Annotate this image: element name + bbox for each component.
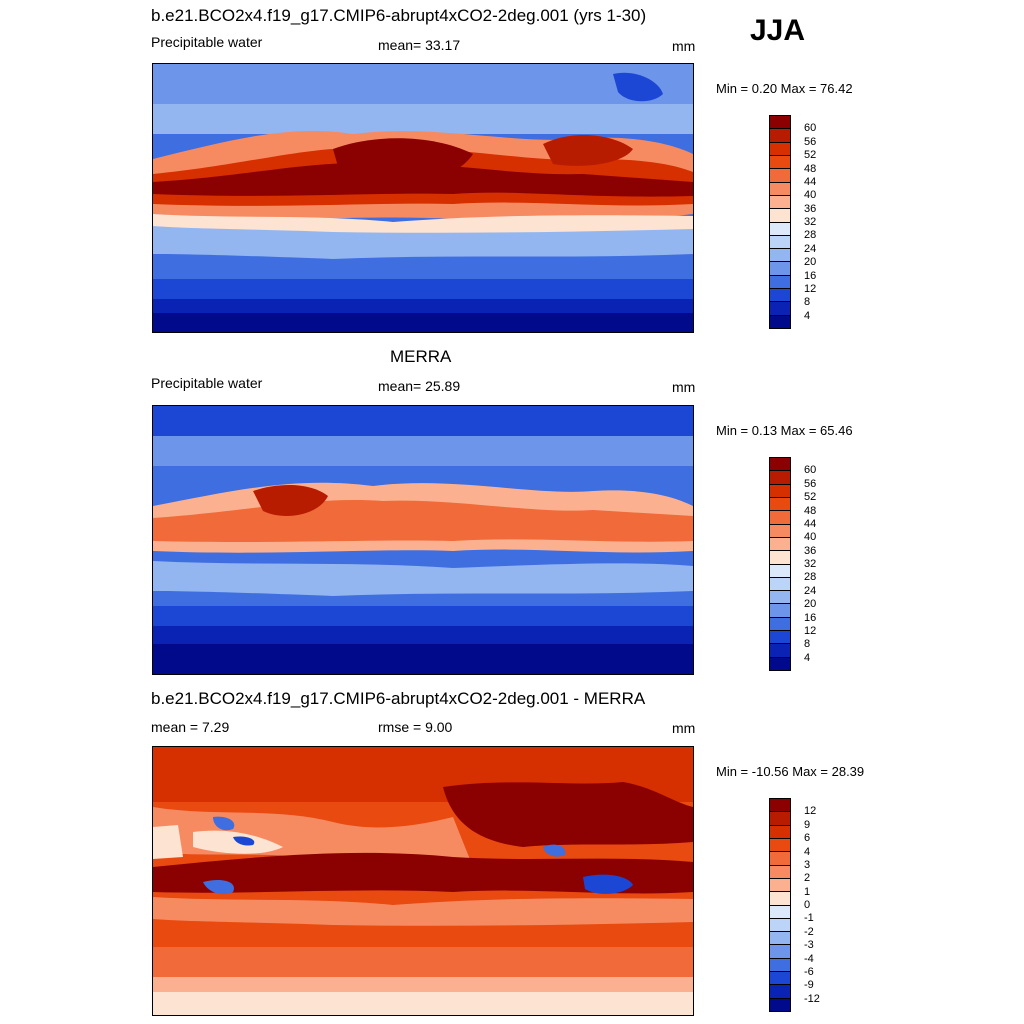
tick-label: 40 bbox=[804, 531, 817, 544]
tick-label: 44 bbox=[804, 517, 817, 530]
tick-label: 28 bbox=[804, 571, 817, 584]
tick-label: 0 bbox=[804, 899, 811, 911]
panel-diff-mean: mean = 7.29 bbox=[151, 719, 230, 735]
tick-label: 12 bbox=[804, 282, 817, 295]
panel-diff-rmse: rmse = 9.00 bbox=[378, 719, 453, 735]
tick-label: 8 bbox=[804, 296, 811, 309]
panel-obs-colorbar bbox=[769, 457, 791, 671]
tick-label: 24 bbox=[804, 584, 817, 597]
tick-label: 28 bbox=[804, 229, 817, 242]
tick-label: 48 bbox=[804, 162, 817, 175]
tick-label: 4 bbox=[804, 309, 811, 322]
panel-diff-map bbox=[152, 746, 694, 1016]
panel-model-mean: mean= 33.17 bbox=[378, 37, 461, 53]
season-label: JJA bbox=[750, 14, 806, 47]
tick-label: 36 bbox=[804, 544, 817, 557]
tick-label: 56 bbox=[804, 477, 817, 490]
tick-label: 20 bbox=[804, 598, 817, 611]
tick-label: -9 bbox=[804, 979, 814, 992]
tick-label: 40 bbox=[804, 189, 817, 202]
tick-label: 36 bbox=[804, 202, 817, 215]
tick-label: -6 bbox=[804, 965, 814, 978]
panel-obs-units: mm bbox=[672, 379, 696, 395]
panel-model-units: mm bbox=[672, 38, 696, 54]
tick-label: 9 bbox=[804, 818, 811, 831]
tick-label: 20 bbox=[804, 256, 817, 269]
tick-label: 32 bbox=[804, 216, 817, 228]
panel-obs-colorbar-ticks: 60 56 52 48 44 40 36 32 28 24 20 16 12 8… bbox=[800, 457, 840, 671]
tick-label: 32 bbox=[804, 558, 817, 570]
panel-model-variable: Precipitable water bbox=[151, 34, 263, 50]
tick-label: -12 bbox=[804, 992, 820, 1005]
tick-label: 2 bbox=[804, 872, 811, 885]
tick-label: 8 bbox=[804, 638, 811, 651]
panel-obs-variable: Precipitable water bbox=[151, 375, 263, 391]
tick-label: 52 bbox=[804, 149, 817, 162]
tick-label: -2 bbox=[804, 925, 814, 938]
tick-label: -4 bbox=[804, 952, 814, 965]
tick-label: 60 bbox=[804, 122, 817, 135]
panel-diff-units: mm bbox=[672, 720, 696, 736]
tick-label: 1 bbox=[804, 885, 811, 898]
panel-diff-colorbar bbox=[769, 798, 791, 1012]
tick-label: 44 bbox=[804, 175, 817, 188]
tick-label: 56 bbox=[804, 135, 817, 148]
panel-diff-title: b.e21.BCO2x4.f19_g17.CMIP6-abrupt4xCO2-2… bbox=[151, 689, 646, 708]
tick-label: -1 bbox=[804, 912, 814, 925]
obs-field bbox=[153, 406, 693, 674]
tick-label: 16 bbox=[804, 269, 817, 282]
tick-label: 3 bbox=[804, 858, 811, 871]
panel-obs-map bbox=[152, 405, 694, 675]
panel-obs-minmax: Min = 0.13 Max = 65.46 bbox=[716, 423, 853, 438]
tick-label: 16 bbox=[804, 611, 817, 624]
panel-obs-mean: mean= 25.89 bbox=[378, 378, 461, 394]
panel-model-minmax: Min = 0.20 Max = 76.42 bbox=[716, 81, 853, 96]
tick-label: 12 bbox=[804, 624, 817, 637]
diff-field bbox=[153, 747, 693, 1015]
panel-model-colorbar-ticks: 60 56 52 48 44 40 36 32 28 24 20 16 12 8… bbox=[800, 115, 840, 329]
panel-diff-colorbar-ticks: 12 9 6 4 3 2 1 0 -1 -2 -3 -4 -6 -9 -12 bbox=[800, 798, 840, 1012]
tick-label: 4 bbox=[804, 845, 811, 858]
tick-label: 6 bbox=[804, 832, 811, 845]
panel-model-colorbar bbox=[769, 115, 791, 329]
model-field bbox=[153, 64, 693, 332]
panel-model-title: b.e21.BCO2x4.f19_g17.CMIP6-abrupt4xCO2-2… bbox=[151, 6, 647, 25]
panel-obs-title: MERRA bbox=[390, 347, 452, 366]
tick-label: 24 bbox=[804, 242, 817, 255]
tick-label: 60 bbox=[804, 464, 817, 477]
panel-model-map bbox=[152, 63, 694, 333]
panel-diff-minmax: Min = -10.56 Max = 28.39 bbox=[716, 764, 865, 779]
tick-label: -3 bbox=[804, 939, 814, 952]
tick-label: 12 bbox=[804, 805, 817, 818]
tick-label: 52 bbox=[804, 491, 817, 504]
tick-label: 48 bbox=[804, 504, 817, 517]
tick-label: 4 bbox=[804, 651, 811, 664]
